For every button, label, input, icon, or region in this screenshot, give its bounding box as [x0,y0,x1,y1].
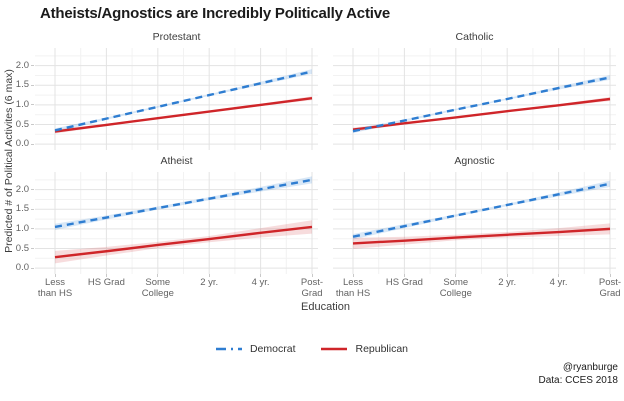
legend-label-republican: Republican [355,343,409,355]
panel-agnostic [333,172,616,274]
democrat-line-icon [215,347,242,351]
facet-title-atheist: Atheist [160,155,193,167]
y-tick-label: 2.0 [15,59,29,71]
legend-label-democrat: Democrat [249,343,296,355]
chart-title: Atheists/Agnostics are Incredibly Politi… [40,5,390,22]
y-tick-label: 1.0 [15,98,29,110]
credits: @ryanburge Data: CCES 2018 [539,362,619,387]
legend-item-republican: Republican [321,343,408,355]
panel-atheist [35,172,318,274]
panel-protestant [35,48,318,150]
y-tick-label: 0.5 [15,242,29,254]
x-tick-mark [352,274,354,277]
x-tick-mark [105,274,107,277]
x-tick-label: 4 yr. [251,277,270,288]
x-tick-mark [609,274,611,277]
x-tick-label: Post- Grad [598,277,622,299]
y-tick-mark [31,248,34,249]
y-tick-mark [31,228,34,230]
y-tick-label: 0.0 [15,138,29,150]
y-tick-mark [31,143,34,145]
x-tick-mark [260,274,262,277]
y-tick-mark [31,124,34,125]
credits-handle: @ryanburge [562,362,618,373]
y-tick-label: 2.0 [15,183,29,195]
republican-line-icon [321,347,348,351]
x-tick-label: Some College [439,277,472,299]
x-tick-label: Some College [141,277,174,299]
x-tick-label: Less than HS [335,277,371,299]
y-tick-mark [31,104,34,106]
x-tick-label: Post- Grad [300,277,324,299]
facet-title-catholic: Catholic [455,31,494,43]
x-tick-mark [54,274,56,277]
y-tick-label: 1.5 [15,203,29,215]
x-tick-label: 2 yr. [498,277,517,288]
y-tick-label: 1.0 [15,222,29,234]
x-tick-mark [311,274,313,277]
x-tick-label: HS Grad [87,277,125,288]
y-tick-mark [31,208,34,210]
y-tick-label: 0.0 [15,262,29,274]
x-tick-mark [157,274,159,277]
x-axis-label: Education [301,301,350,313]
y-tick-mark [31,84,34,86]
facet-title-agnostic: Agnostic [454,155,495,167]
credits-source: Data: CCES 2018 [538,374,619,386]
facet-title-protestant: Protestant [152,31,201,43]
y-tick-mark [31,267,34,269]
panel-catholic [333,48,616,150]
x-tick-mark [208,274,210,277]
legend: Democrat Republican [0,343,624,355]
x-tick-label: 4 yr. [549,277,568,288]
y-tick-label: 0.5 [15,118,29,130]
x-tick-label: HS Grad [385,277,423,288]
y-tick-mark [31,65,34,67]
x-tick-mark [403,274,405,277]
x-tick-label: 2 yr. [200,277,219,288]
x-tick-mark [558,274,560,277]
x-tick-mark [455,274,457,277]
legend-item-democrat: Democrat [215,343,296,355]
x-tick-label: Less than HS [37,277,73,299]
x-tick-mark [506,274,508,277]
y-tick-label: 1.5 [15,79,29,91]
y-tick-mark [31,189,34,191]
